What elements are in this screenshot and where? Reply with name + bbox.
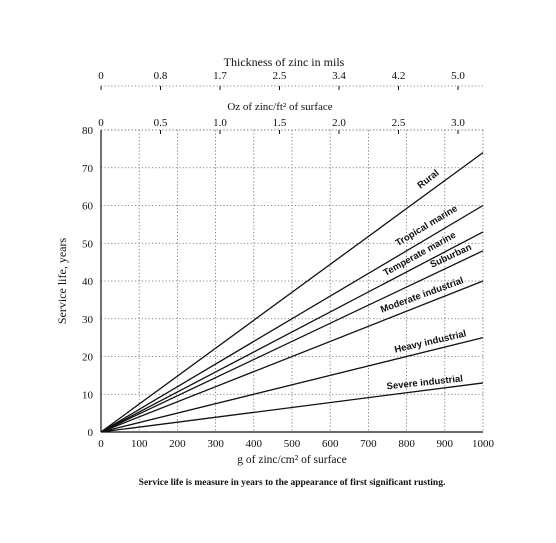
top-axis-2-tick-label: 1.0	[213, 117, 227, 129]
top-axis-2-tick-label: 2.5	[392, 117, 406, 129]
y-tick-label: 70	[82, 163, 94, 175]
series-line	[100, 231, 484, 433]
x-tick-label: 500	[284, 438, 301, 450]
series-line	[100, 280, 484, 433]
top-axis-1-tick-label: 0.8	[154, 70, 168, 82]
series-label: Rural	[416, 168, 442, 192]
series-line	[100, 336, 484, 433]
x-tick-label: 300	[207, 438, 224, 450]
x-tick-label: 400	[246, 438, 263, 450]
y-tick-label: 10	[82, 389, 94, 401]
x-tick-label: 100	[131, 438, 148, 450]
x-tick-label: 0	[98, 438, 104, 450]
top-axis-1-tick-label: 1.7	[213, 70, 227, 82]
top-axis-2-tick-label: 0.5	[154, 117, 168, 129]
x-tick-label: 800	[398, 438, 415, 450]
top-axis-1-label: Thickness of zinc in mils	[224, 55, 345, 69]
x-tick-label: 200	[169, 438, 186, 450]
series-label: Severe industrial	[386, 373, 463, 392]
y-tick-label: 40	[82, 276, 94, 288]
y-tick-label: 20	[82, 352, 94, 364]
y-axis-label: Service life, years	[55, 238, 69, 325]
top-axis-1-tick-label: 4.2	[392, 70, 406, 82]
series-label: Moderate industrial	[379, 275, 465, 315]
y-tick-label: 50	[82, 238, 94, 250]
y-tick-label: 60	[82, 201, 94, 213]
top-axis-1-tick-label: 0	[98, 70, 104, 82]
top-axis-2-tick-label: 2.0	[332, 117, 346, 129]
series-line	[100, 250, 484, 433]
series	[100, 152, 484, 433]
x-tick-label: 700	[360, 438, 377, 450]
series-line	[100, 152, 484, 433]
top-axes: Thickness of zinc in mils Oz of zinc/ft²…	[98, 55, 483, 134]
top-axis-1-tick-label: 3.4	[332, 70, 346, 82]
y-tick-label: 30	[82, 314, 94, 326]
x-tick-label: 900	[437, 438, 454, 450]
tick-labels: 0 100 200 300 400 500 600 700 800 900 1000 0 10 20 30 4…	[82, 125, 495, 450]
y-tick-label: 80	[82, 125, 94, 137]
axes	[100, 130, 483, 433]
series-line	[100, 204, 484, 433]
series-label: Heavy industrial	[393, 328, 467, 355]
x-axis-label: g of zinc/cm² of surface	[237, 454, 346, 466]
top-axis-2-tick-label: 1.5	[273, 117, 287, 129]
y-tick-label: 0	[88, 427, 94, 439]
top-axis-1-tick-label: 5.0	[451, 70, 465, 82]
top-axis-1-tick-label: 2.5	[273, 70, 287, 82]
x-tick-label: 600	[322, 438, 339, 450]
x-tick-label: 1000	[472, 438, 495, 450]
top-axis-2-tick-label: 0	[98, 117, 104, 129]
chart-caption: Service life is measure in years to the …	[139, 478, 446, 488]
top-axis-2-tick-label: 3.0	[451, 117, 465, 129]
top-axis-2-label: Oz of zinc/ft² of surface	[227, 101, 332, 113]
series-line	[100, 382, 484, 433]
